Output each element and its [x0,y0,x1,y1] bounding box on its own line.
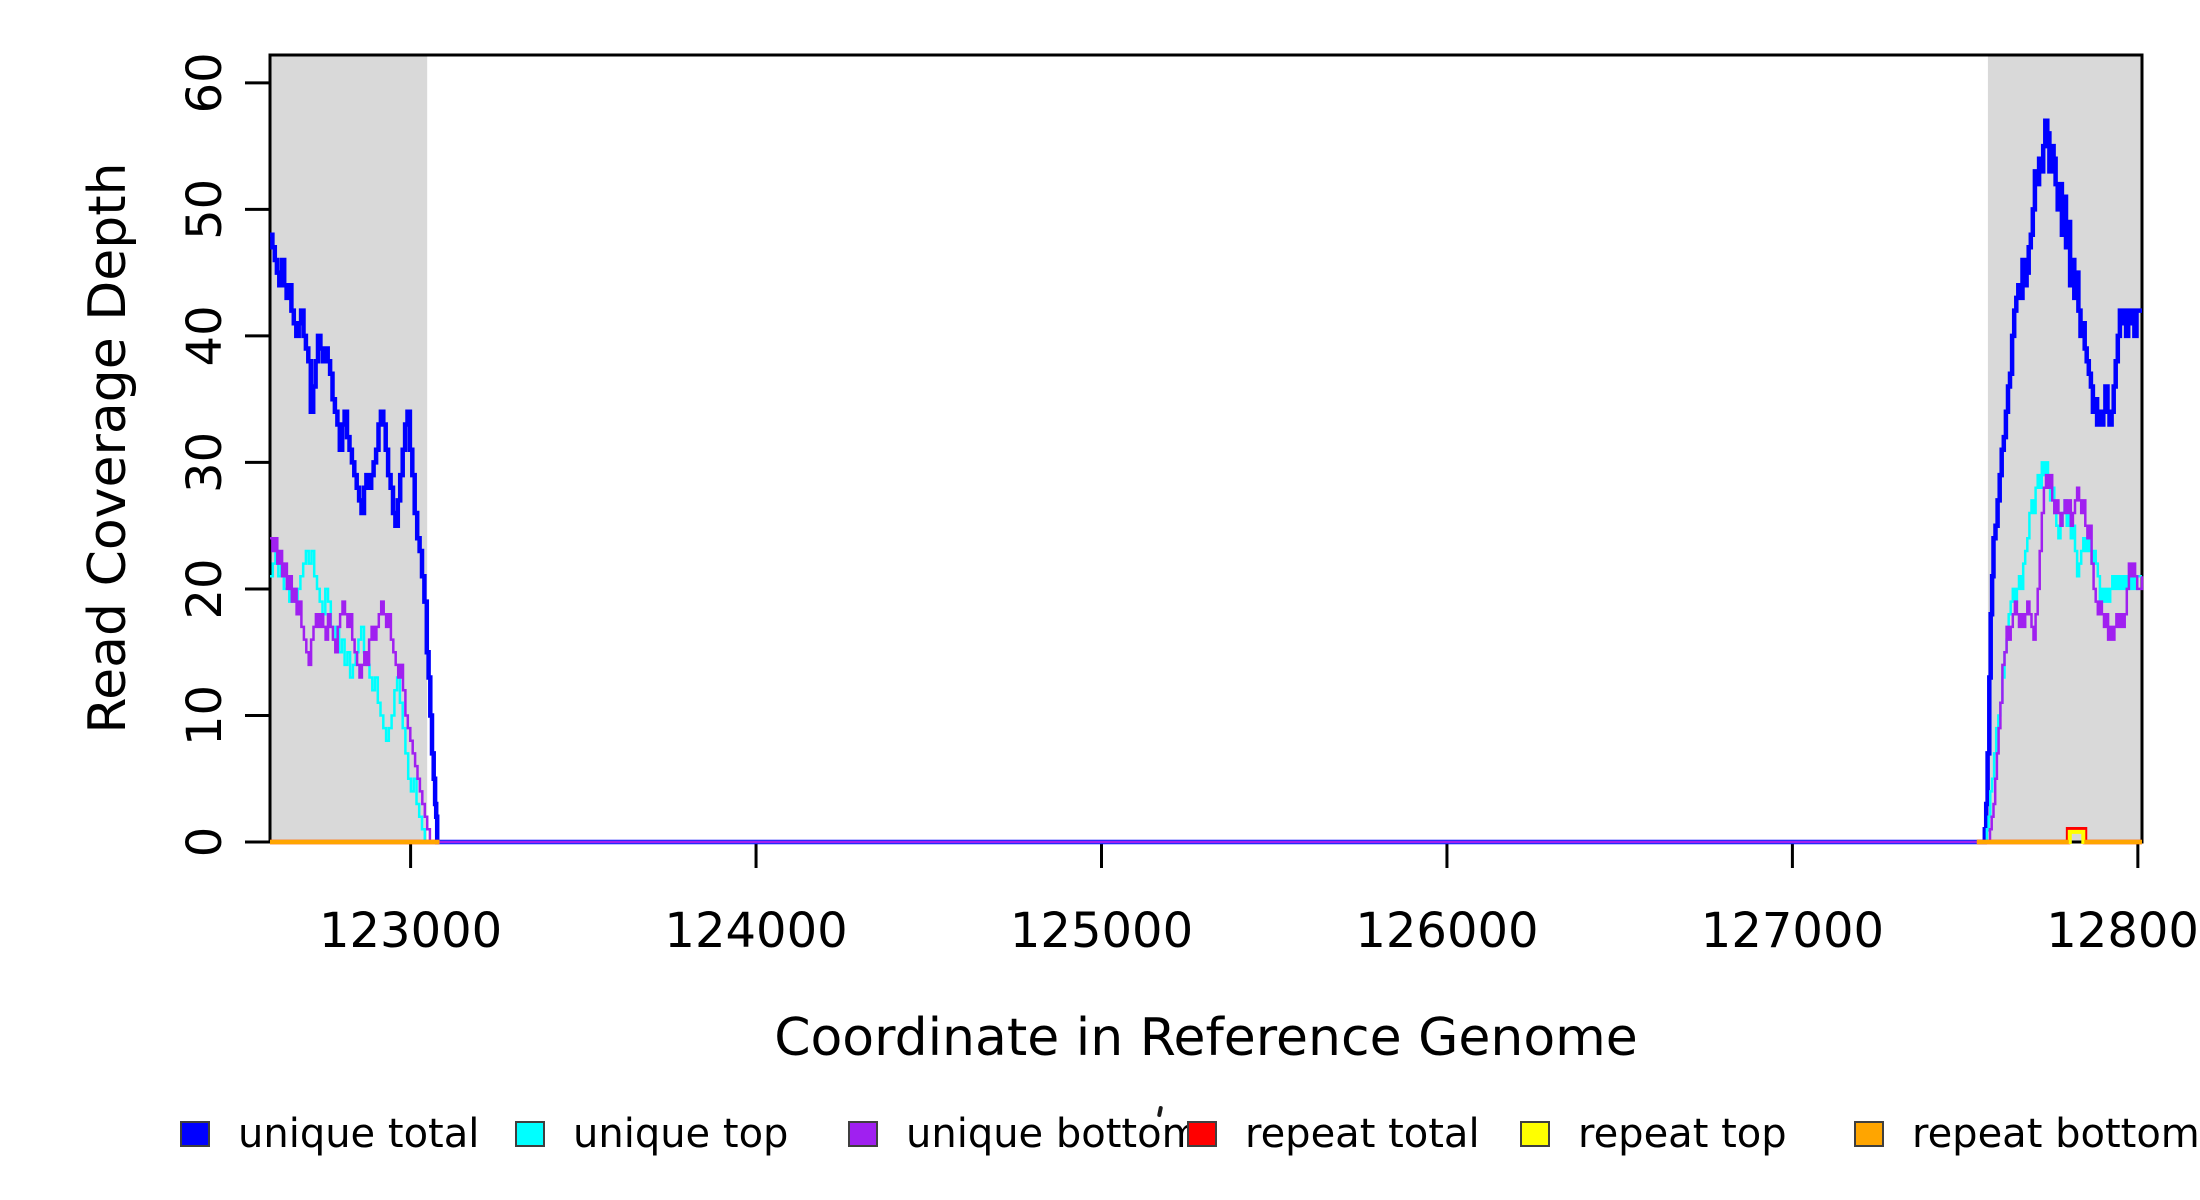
x-tick-label: 125000 [1010,903,1193,959]
series-unique-bottom [270,473,2144,844]
x-tick-label: 123000 [319,903,502,959]
x-tick-label: 127000 [1701,903,1884,959]
y-tick-label: 30 [177,432,233,493]
x-tick-label: 128000 [2046,903,2200,959]
y-tick-label: 40 [177,305,233,366]
plot-box [268,53,2144,844]
x-axis-title: Coordinate in Reference Genome [774,1008,1638,1068]
y-tick-label: 10 [177,685,233,746]
series-unique-total [270,118,2142,845]
y-tick-label: 60 [177,52,233,113]
y-tick-label: 50 [177,179,233,240]
repeat-region-right [1987,55,2142,842]
x-tick-label: 126000 [1355,903,1538,959]
x-tick-label: 124000 [664,903,847,959]
y-tick-label: 20 [177,558,233,619]
y-tick-label: 0 [177,827,233,858]
y-axis-title: Read Coverage Depth [78,162,138,734]
series-unique-top [270,461,2142,844]
